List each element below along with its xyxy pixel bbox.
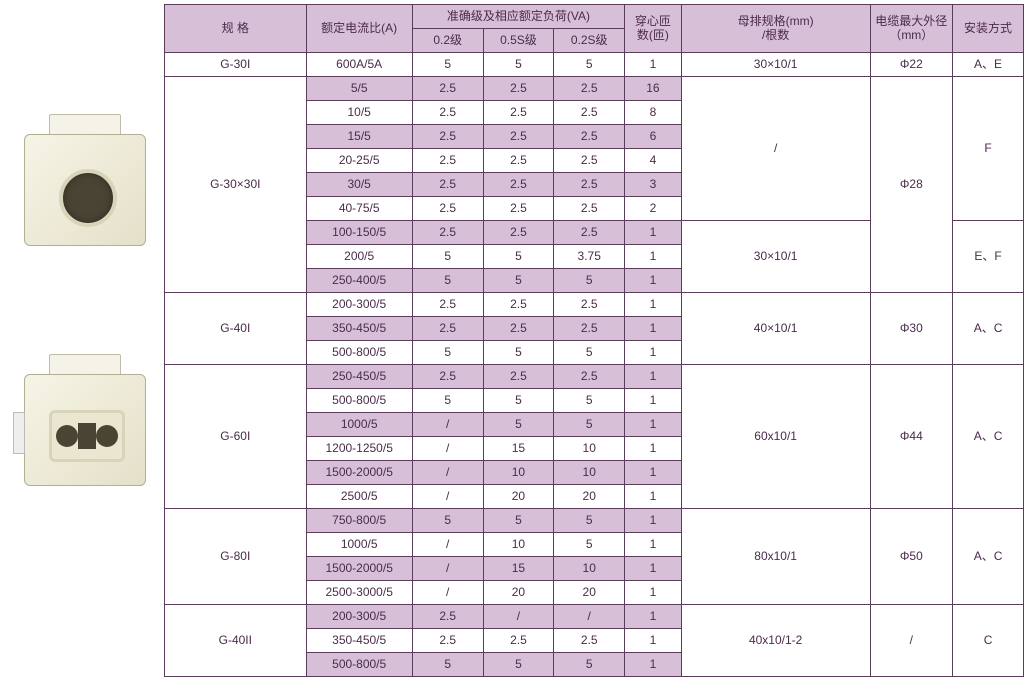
ratio-cell: 15/5	[306, 125, 412, 149]
ratio-cell: 30/5	[306, 173, 412, 197]
cable-cell: /	[870, 605, 953, 677]
ratio-cell: 20-25/5	[306, 149, 412, 173]
mount-cell: E、F	[953, 221, 1024, 293]
busbar-cell: 60x10/1	[681, 365, 870, 509]
model-cell: G-80I	[165, 509, 307, 605]
ratio-cell: 200-300/5	[306, 293, 412, 317]
ratio-cell: 200/5	[306, 245, 412, 269]
ratio-cell: 250-450/5	[306, 365, 412, 389]
model-cell: G-30I	[165, 53, 307, 77]
ratio-cell: 100-150/5	[306, 221, 412, 245]
ratio-cell: 2500/5	[306, 485, 412, 509]
transformer-image-round-hole	[19, 114, 149, 254]
mount-cell: F	[953, 77, 1024, 221]
acc02s-cell: 2.5	[554, 77, 625, 101]
ratio-cell: 1000/5	[306, 413, 412, 437]
table-row: G-60I 250-450/52.52.52.51 60x10/1 Φ44 A、…	[165, 365, 1024, 389]
model-cell: G-60I	[165, 365, 307, 509]
th-turns: 穿心匝数(匝)	[625, 5, 682, 53]
th-cable: 电缆最大外径（mm）	[870, 5, 953, 53]
ratio-cell: 250-400/5	[306, 269, 412, 293]
th-ratio: 额定电流比(A)	[306, 5, 412, 53]
ratio-cell: 10/5	[306, 101, 412, 125]
table-row: G-80I 750-800/55551 80x10/1 Φ50 A、C	[165, 509, 1024, 533]
ratio-cell: 200-300/5	[306, 605, 412, 629]
ratio-cell: 2500-3000/5	[306, 581, 412, 605]
cable-cell: Φ22	[870, 53, 953, 77]
table-row: G-40II 200-300/52.5//1 40x10/1-2 / C	[165, 605, 1024, 629]
th-mount: 安装方式	[953, 5, 1024, 53]
ratio-cell: 350-450/5	[306, 629, 412, 653]
mount-cell: C	[953, 605, 1024, 677]
ratio-cell: 600A/5A	[306, 53, 412, 77]
table-row: G-40I 200-300/52.52.52.51 40×10/1 Φ30 A、…	[165, 293, 1024, 317]
busbar-cell: /	[681, 77, 870, 221]
ratio-cell: 1500-2000/5	[306, 557, 412, 581]
ratio-cell: 1000/5	[306, 533, 412, 557]
table-header: 规 格 额定电流比(A) 准确级及相应额定负荷(VA) 穿心匝数(匝) 母排规格…	[165, 5, 1024, 53]
cable-cell: Φ30	[870, 293, 953, 365]
specification-table: 规 格 额定电流比(A) 准确级及相应额定负荷(VA) 穿心匝数(匝) 母排规格…	[164, 4, 1024, 677]
turns-cell: 1	[625, 53, 682, 77]
th-acc-02: 0.2级	[412, 29, 483, 53]
th-spec: 规 格	[165, 5, 307, 53]
transformer-image-rect-hole	[19, 354, 149, 494]
ratio-cell: 1500-2000/5	[306, 461, 412, 485]
ratio-cell: 500-800/5	[306, 653, 412, 677]
busbar-cell: 30×10/1	[681, 53, 870, 77]
th-acc-02s: 0.2S级	[554, 29, 625, 53]
busbar-cell: 30×10/1	[681, 221, 870, 293]
mount-cell: A、E	[953, 53, 1024, 77]
busbar-cell: 80x10/1	[681, 509, 870, 605]
th-acc-05s: 0.5S级	[483, 29, 554, 53]
cable-cell: Φ28	[870, 77, 953, 293]
acc02s-cell: 5	[554, 53, 625, 77]
table-row: G-30×30I 5/5 2.5 2.5 2.5 16 / Φ28 F	[165, 77, 1024, 101]
cable-cell: Φ44	[870, 365, 953, 509]
ratio-cell: 40-75/5	[306, 197, 412, 221]
model-cell: G-40II	[165, 605, 307, 677]
cable-cell: Φ50	[870, 509, 953, 605]
mount-cell: A、C	[953, 293, 1024, 365]
model-cell: G-40I	[165, 293, 307, 365]
turns-cell: 16	[625, 77, 682, 101]
busbar-cell: 40×10/1	[681, 293, 870, 365]
busbar-cell: 40x10/1-2	[681, 605, 870, 677]
ratio-cell: 350-450/5	[306, 317, 412, 341]
table-row: G-30I 600A/5A 5 5 5 1 30×10/1 Φ22 A、E	[165, 53, 1024, 77]
th-busbar: 母排规格(mm) /根数	[681, 5, 870, 53]
ratio-cell: 500-800/5	[306, 389, 412, 413]
acc02-cell: 5	[412, 53, 483, 77]
ratio-cell: 5/5	[306, 77, 412, 101]
acc02-cell: 2.5	[412, 77, 483, 101]
ratio-cell: 750-800/5	[306, 509, 412, 533]
ratio-cell: 1200-1250/5	[306, 437, 412, 461]
mount-cell: A、C	[953, 509, 1024, 605]
th-accuracy: 准确级及相应额定负荷(VA)	[412, 5, 624, 29]
acc05s-cell: 2.5	[483, 77, 554, 101]
model-cell: G-30×30I	[165, 77, 307, 293]
mount-cell: A、C	[953, 365, 1024, 509]
ratio-cell: 500-800/5	[306, 341, 412, 365]
acc05s-cell: 5	[483, 53, 554, 77]
product-images	[4, 4, 164, 594]
